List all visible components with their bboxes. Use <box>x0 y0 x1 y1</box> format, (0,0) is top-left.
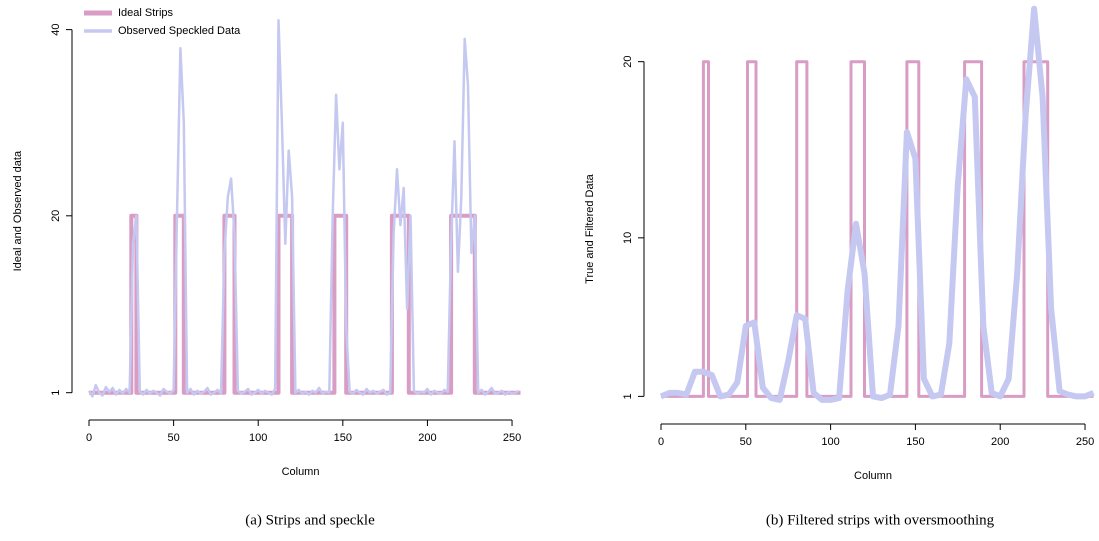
x-tick-label: 50 <box>167 432 179 444</box>
legend-label: Observed Speckled Data <box>118 25 241 37</box>
x-tick-label: 0 <box>86 432 92 444</box>
x-tick-label: 0 <box>658 436 664 448</box>
x-tick-label: 150 <box>334 432 352 444</box>
x-tick-label: 200 <box>991 436 1009 448</box>
x-axis-label: Column <box>282 466 320 478</box>
y-axis-label: True and Filtered Data <box>584 173 596 284</box>
y-tick-label: 10 <box>622 232 634 244</box>
x-tick-label: 250 <box>1076 436 1094 448</box>
y-tick-label: 1 <box>50 390 62 396</box>
x-tick-label: 100 <box>249 432 267 444</box>
caption: (a) Strips and speckle <box>245 512 375 528</box>
x-tick-label: 200 <box>418 432 436 444</box>
series-line <box>659 5 1095 403</box>
x-tick-label: 100 <box>821 436 839 448</box>
x-tick-label: 50 <box>740 436 752 448</box>
y-tick-label: 40 <box>50 23 62 35</box>
x-tick-label: 250 <box>503 432 521 444</box>
caption: (b) Filtered strips with oversmoothing <box>766 512 995 528</box>
series-line <box>89 213 521 395</box>
x-tick-label: 150 <box>906 436 924 448</box>
series-line <box>661 60 1094 398</box>
series-line <box>87 19 520 398</box>
y-axis-label: Ideal and Observed data <box>12 150 24 271</box>
x-axis-label: Column <box>854 470 892 482</box>
y-tick-label: 20 <box>50 210 62 222</box>
y-tick-label: 1 <box>622 393 634 399</box>
legend-label: Ideal Strips <box>118 7 174 19</box>
y-tick-label: 20 <box>622 56 634 68</box>
